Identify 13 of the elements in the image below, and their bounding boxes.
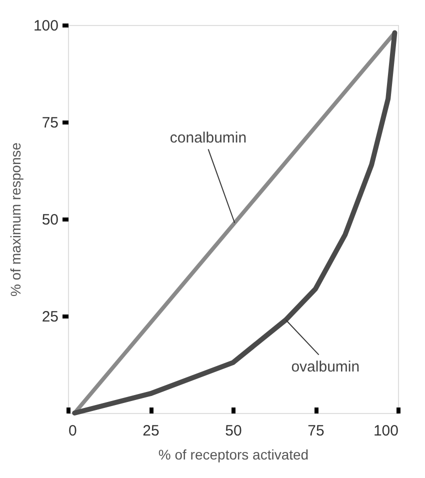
y-tick-label: 50 — [42, 212, 58, 228]
x-tick-label: 100 — [373, 422, 398, 440]
y-tick-label: 25 — [42, 308, 58, 326]
y-axis-title: % of maximum response — [7, 142, 24, 297]
y-tick-label: 100 — [33, 18, 58, 34]
x-tick-label: 25 — [142, 422, 160, 440]
x-axis-title: % of receptors activated — [158, 446, 309, 462]
text: ovalbumin — [291, 358, 360, 376]
x-tick-label: 0 — [68, 422, 77, 440]
text: conalbumin — [170, 130, 247, 147]
x-tick-label: 75 — [308, 422, 324, 440]
x-tick-label: 50 — [225, 422, 242, 440]
y-tick-label: 75 — [42, 114, 58, 132]
